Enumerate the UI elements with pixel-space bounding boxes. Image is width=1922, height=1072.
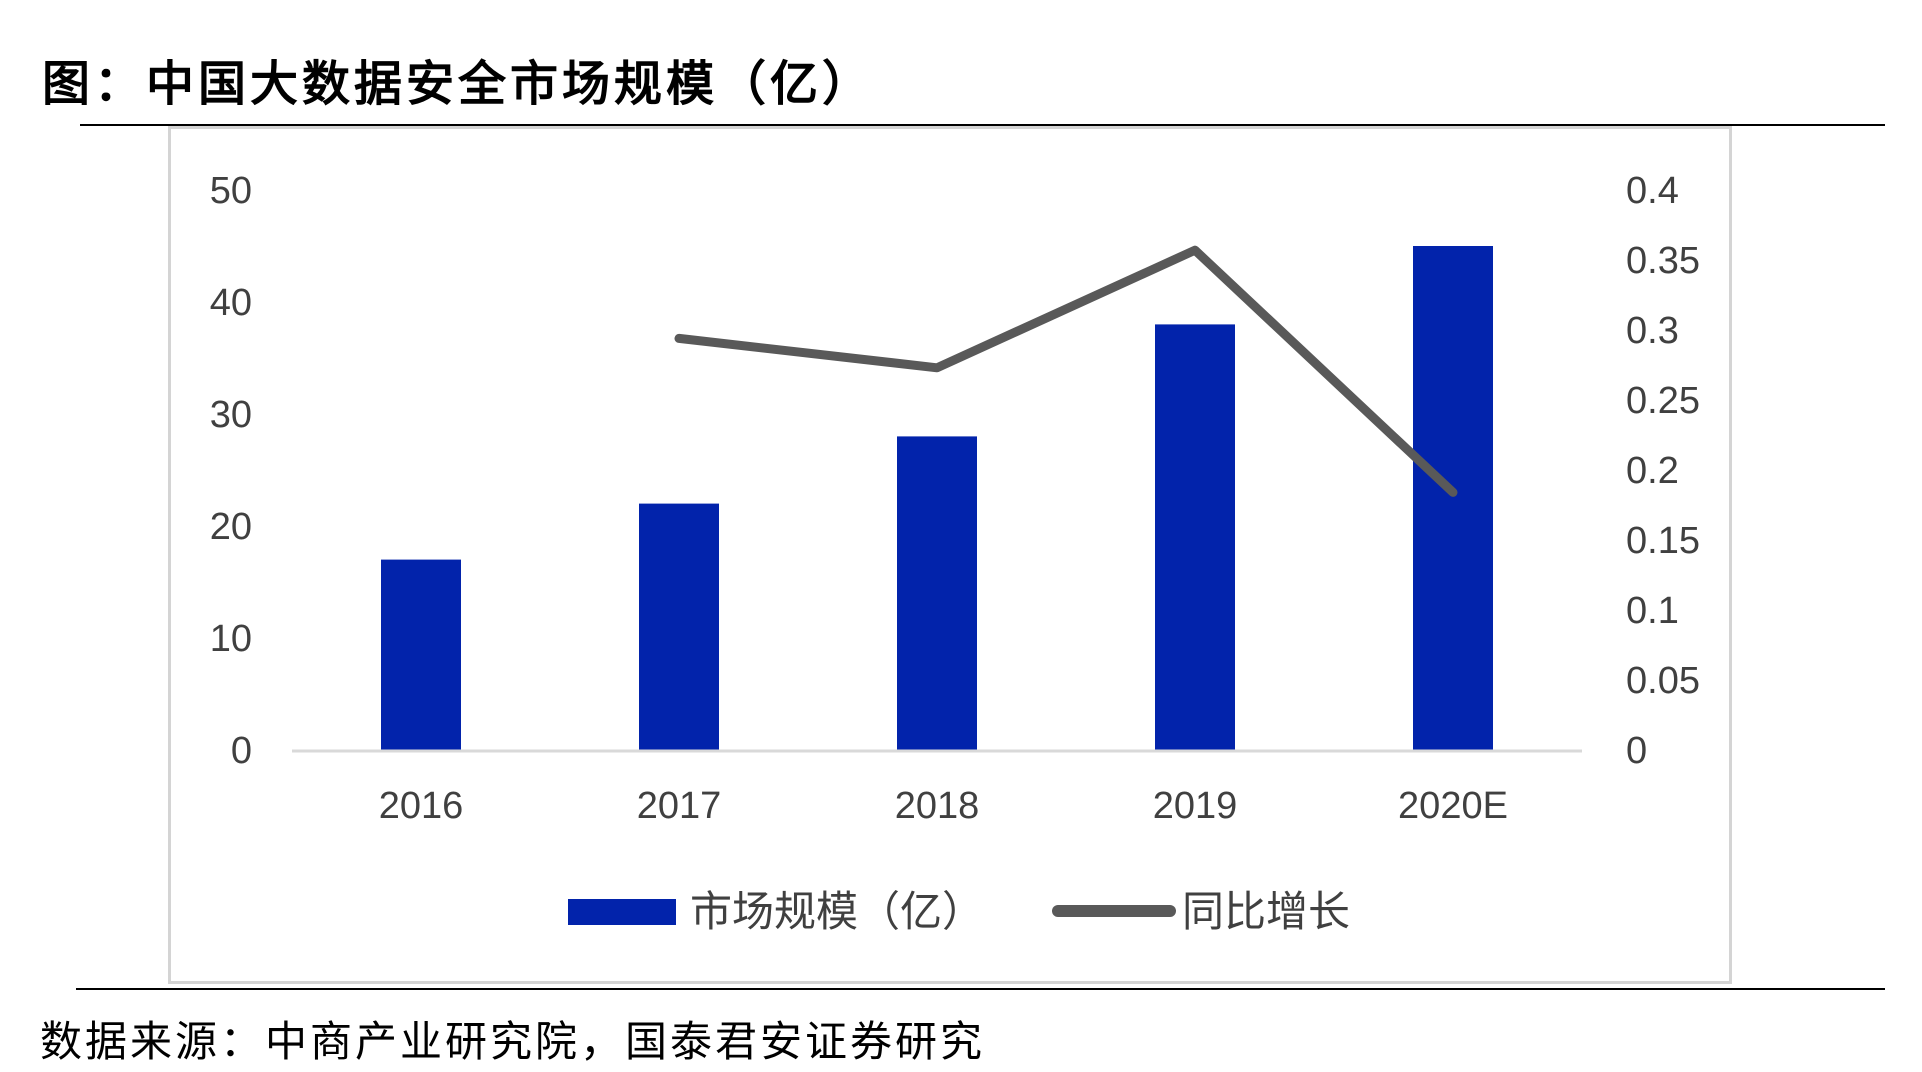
right-tick-label: 0.25 [1626, 380, 1700, 422]
left-tick-label: 0 [231, 730, 252, 772]
bar-2020E [1413, 246, 1493, 750]
x-tick-label: 2017 [637, 785, 722, 827]
right-tick-label: 0.35 [1626, 240, 1700, 282]
x-tick-label: 2016 [379, 785, 464, 827]
bars-layer [381, 246, 1493, 750]
left-tick-label: 20 [210, 506, 252, 548]
bar-2018 [897, 436, 977, 750]
growth-line [674, 245, 1458, 497]
right-tick-label: 0.4 [1626, 170, 1679, 212]
x-tick-label: 2019 [1153, 785, 1238, 827]
bar-2016 [381, 559, 461, 750]
right-tick-label: 0.05 [1626, 660, 1700, 702]
legend: 市场规模（亿） 同比增长 [568, 887, 1350, 936]
bar-2017 [639, 503, 719, 750]
left-tick-label: 10 [210, 618, 252, 660]
right-tick-label: 0.15 [1626, 520, 1700, 562]
chart-title: 图：中国大数据安全市场规模（亿） [42, 56, 875, 112]
source-note: 数据来源：中商产业研究院，国泰君安证券研究 [40, 1017, 986, 1066]
right-tick-label: 0.2 [1626, 450, 1679, 492]
left-axis-ticks: 0 10 20 30 40 50 [210, 170, 252, 772]
x-tick-label: 2018 [895, 785, 980, 827]
left-tick-label: 30 [210, 394, 252, 436]
top-rule [80, 124, 1885, 126]
legend-label-line: 同比增长 [1182, 887, 1350, 936]
right-tick-label: 0 [1626, 730, 1647, 772]
x-tick-label: 2020E [1398, 785, 1508, 827]
legend-label-bar: 市场规模（亿） [690, 887, 984, 936]
left-tick-label: 50 [210, 170, 252, 212]
bottom-rule [76, 988, 1885, 990]
line-layer [674, 245, 1458, 497]
right-tick-label: 0.1 [1626, 590, 1679, 632]
right-tick-label: 0.3 [1626, 310, 1679, 352]
legend-swatch-bar [568, 899, 676, 925]
x-axis-ticks: 2016 2017 2018 2019 2020E [379, 785, 1508, 827]
left-tick-label: 40 [210, 282, 252, 324]
right-axis-ticks: 0 0.05 0.1 0.15 0.2 0.25 0.3 0.35 0.4 [1626, 170, 1700, 772]
bar-2019 [1155, 324, 1235, 750]
